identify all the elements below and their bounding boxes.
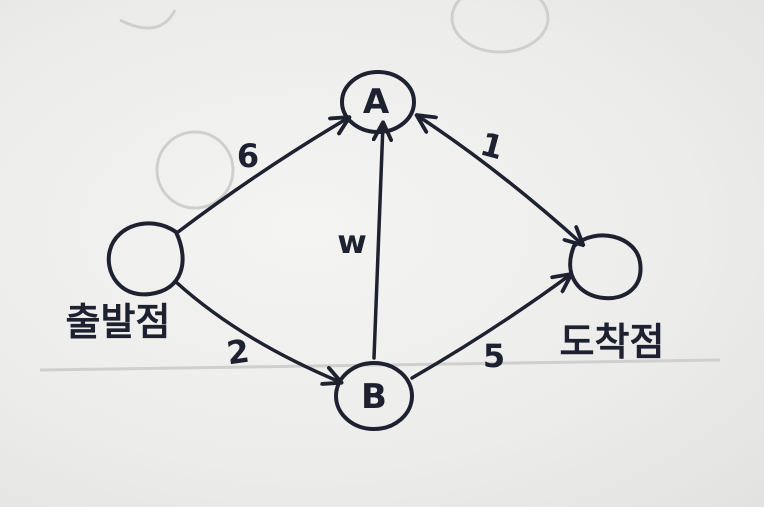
node-b-label: B bbox=[361, 377, 387, 417]
edge-b-a bbox=[374, 124, 383, 360]
weight-label-b-a: w bbox=[337, 223, 367, 261]
node-end bbox=[568, 233, 643, 301]
node-end-circle bbox=[568, 233, 643, 301]
node-b: B bbox=[334, 361, 414, 431]
weight-label-a-end: 1 bbox=[476, 125, 507, 167]
edge-b-end bbox=[410, 275, 570, 380]
node-a-circle bbox=[340, 70, 416, 134]
caption-start: 출발점 bbox=[66, 300, 171, 344]
weight-label-start-a: 6 bbox=[237, 137, 259, 175]
node-start-circle bbox=[106, 221, 185, 297]
node-a-label: A bbox=[363, 82, 390, 122]
caption-end: 도착점 bbox=[560, 320, 665, 364]
weight-labels: 6 2 w 1 5 bbox=[224, 125, 507, 375]
weight-label-b-end: 5 bbox=[483, 337, 505, 375]
edge-start-a bbox=[176, 118, 348, 234]
edge-a-end bbox=[418, 116, 582, 244]
node-a: A bbox=[340, 70, 416, 134]
node-start bbox=[106, 221, 185, 297]
edge-layer bbox=[174, 116, 582, 382]
edge-start-b bbox=[174, 280, 340, 382]
weight-label-start-b: 2 bbox=[224, 332, 251, 373]
node-b-circle bbox=[334, 361, 414, 431]
